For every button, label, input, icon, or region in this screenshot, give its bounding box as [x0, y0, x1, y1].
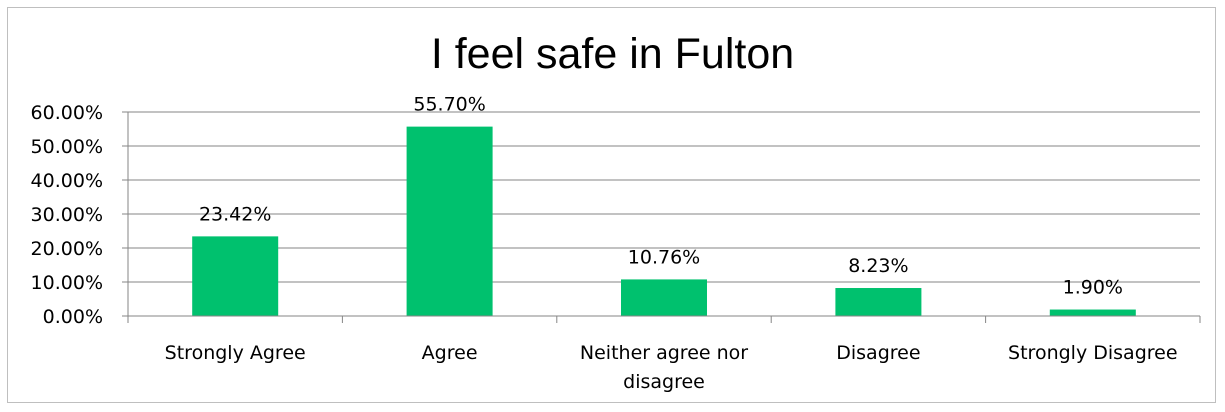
y-tick-label: 40.00% — [31, 170, 103, 192]
bar — [406, 126, 493, 317]
data-labels: 23.42% 55.70% 10.76% 8.23% 1.90% — [199, 94, 1123, 299]
y-tick-label: 20.00% — [31, 238, 103, 260]
y-tick-label: 10.00% — [31, 272, 103, 294]
data-label: 8.23% — [848, 255, 908, 277]
bar — [192, 236, 279, 316]
y-tick-label: 60.00% — [31, 102, 103, 124]
bar — [621, 279, 707, 316]
data-label: 1.90% — [1063, 277, 1123, 299]
y-tick-label: 30.00% — [31, 204, 103, 226]
x-tick-label: Neither agree nor — [580, 342, 748, 364]
chart-title: I feel safe in Fulton — [430, 30, 795, 78]
x-tick-label: Disagree — [836, 342, 920, 364]
x-tick-label: Agree — [422, 342, 478, 364]
y-tick-label: 50.00% — [31, 136, 103, 158]
x-axis — [127, 315, 1201, 323]
x-tick-label: Strongly Disagree — [1008, 342, 1177, 364]
bar — [835, 288, 922, 316]
bar — [1049, 309, 1136, 316]
data-label: 10.76% — [628, 246, 700, 268]
x-tick-label: Strongly Agree — [165, 342, 306, 364]
y-axis-tick-labels: 0.00% 10.00% 20.00% 30.00% 40.00% 50.00% 60.00… — [31, 102, 103, 328]
data-label: 55.70% — [413, 94, 485, 116]
x-tick-label: disagree — [623, 371, 705, 393]
data-label: 23.42% — [199, 203, 271, 225]
y-tick-label: 0.00% — [43, 306, 103, 328]
x-axis-tick-labels: Strongly Agree Agree Neither agree nor disa… — [165, 342, 1178, 393]
chart-frame — [7, 7, 1216, 403]
bars — [192, 126, 1136, 317]
